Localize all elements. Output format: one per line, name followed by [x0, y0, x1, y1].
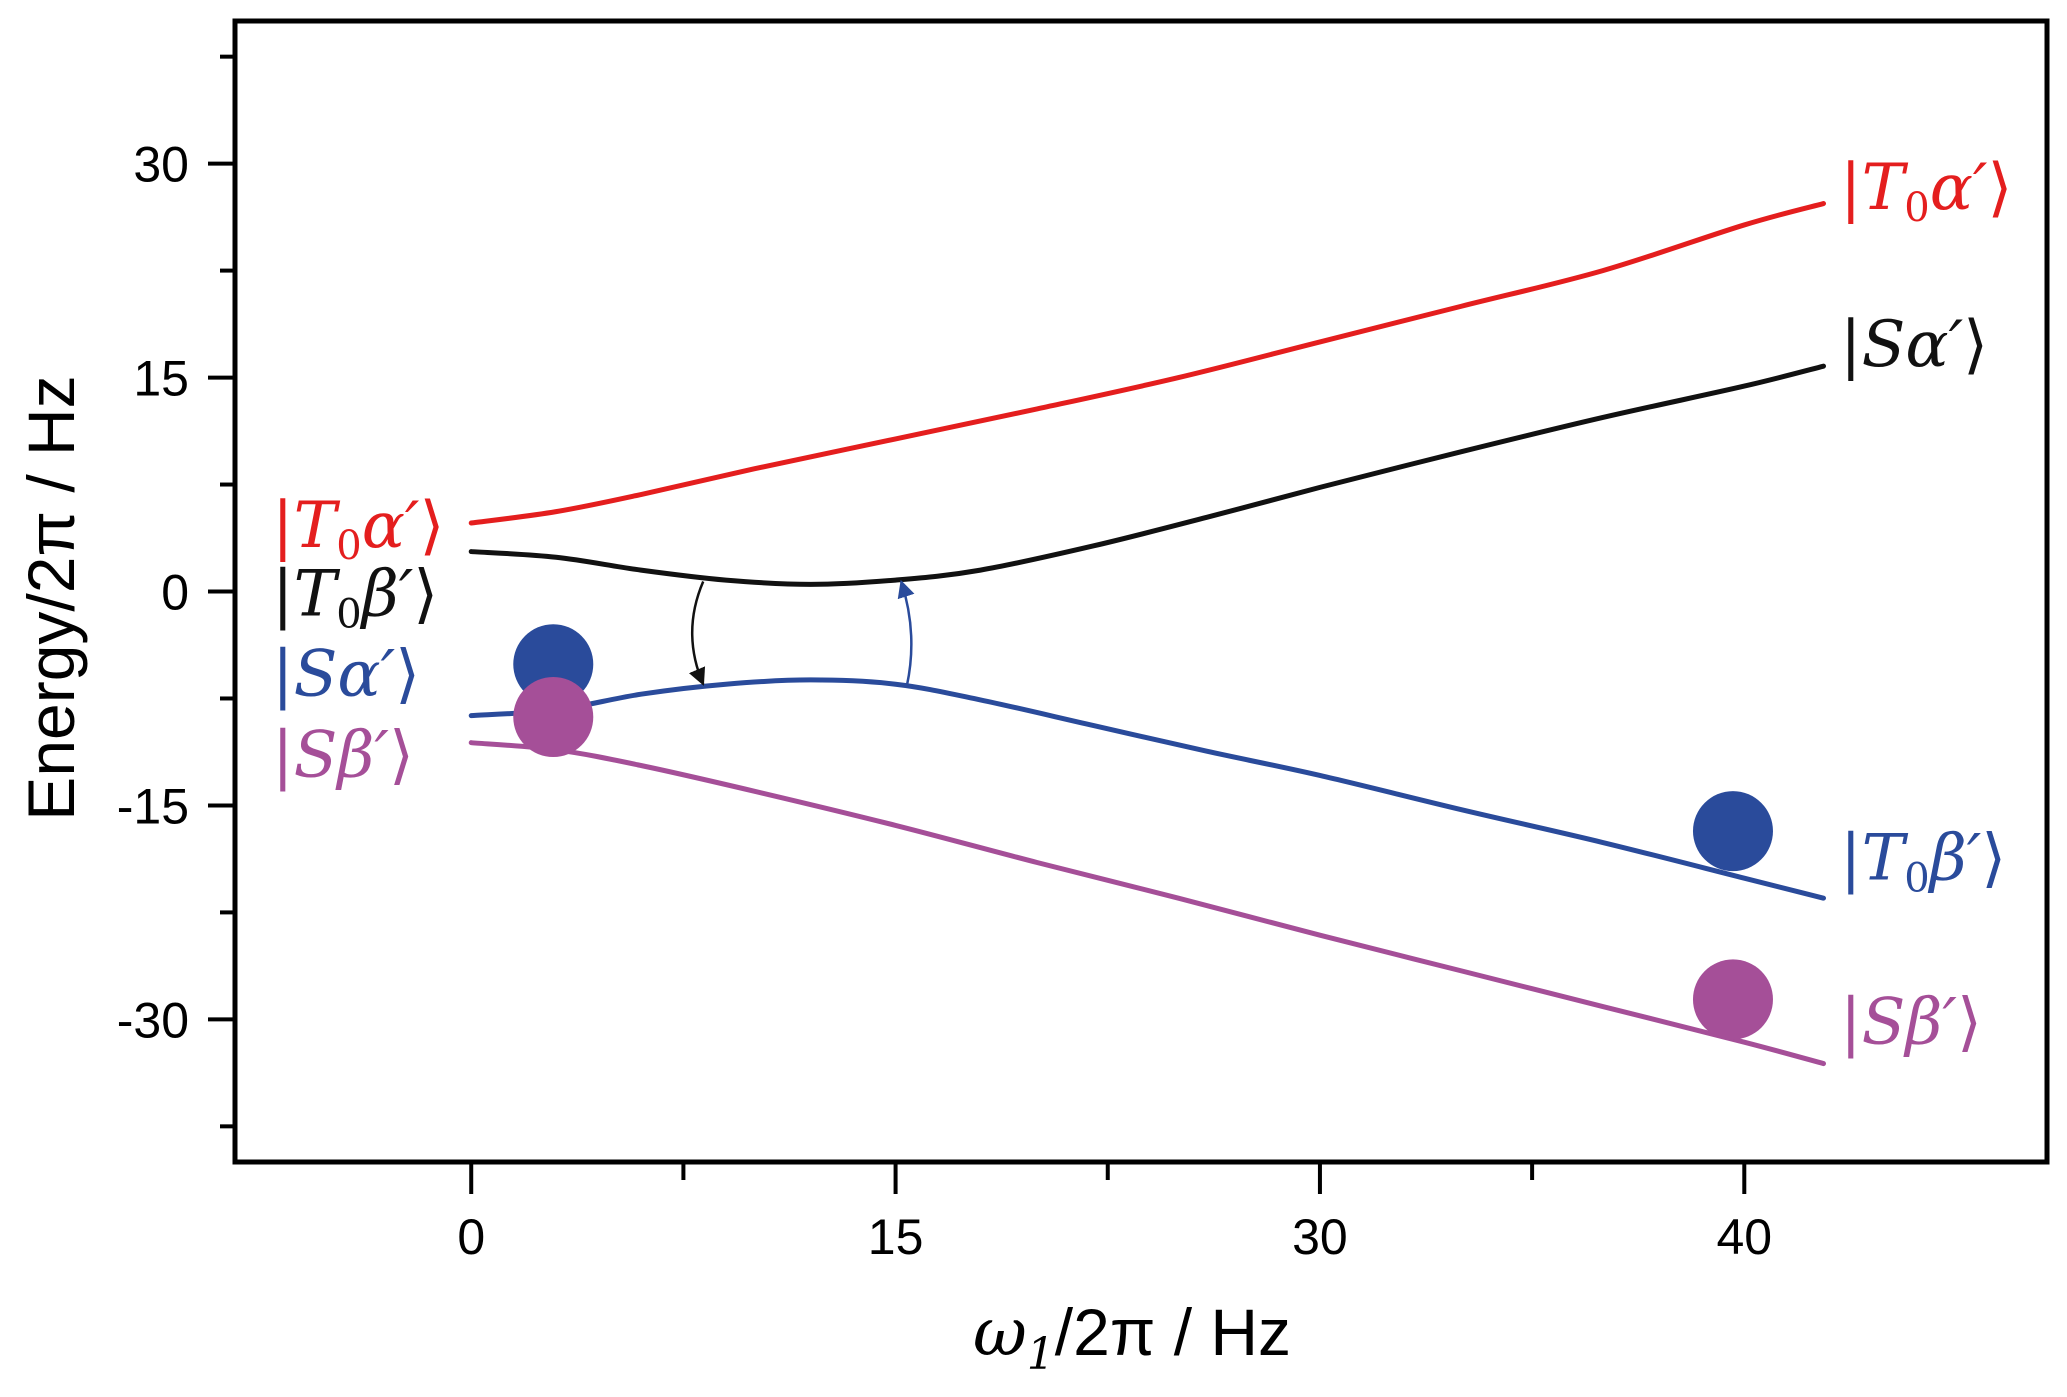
label-right-Salpha: |Sα′⟩ — [1840, 308, 1988, 382]
label-left-Salpha: |Sα′⟩ — [272, 637, 420, 711]
series-line-Sbeta — [468, 740, 1827, 1067]
label-left-Sbeta: |Sβ′⟩ — [272, 719, 414, 793]
label-left-T0alpha: |T0α′⟩ — [272, 489, 444, 569]
series-layer — [468, 201, 1827, 1067]
marker-layer — [513, 624, 1773, 1040]
marker-purple-population-end — [1692, 959, 1773, 1040]
label-left-T0beta: |T0β′⟩ — [272, 558, 438, 638]
y-axis-title: Energy/2π / Hz — [14, 375, 88, 820]
y-tick-label: 0 — [161, 565, 189, 621]
x-tick-label: 30 — [1292, 1209, 1348, 1265]
x-axis-title: ω1/2π / Hz — [973, 1294, 1291, 1380]
label-right-T0beta: |T0β′⟩ — [1840, 821, 2006, 901]
y-tick-label: 30 — [133, 137, 189, 193]
x-tick-label: 15 — [868, 1209, 924, 1265]
x-axis-ticks: 0 15 30 40 — [457, 1162, 1772, 1265]
y-tick-label: 15 — [133, 351, 189, 407]
marker-purple-population-start — [513, 677, 594, 758]
y-tick-label: -30 — [117, 992, 189, 1048]
plot-frame — [232, 18, 2050, 1165]
y-tick-label: -15 — [117, 778, 189, 834]
series-line-T0alpha — [468, 201, 1827, 526]
arrow-layer — [688, 579, 915, 686]
x-tick-label: 0 — [457, 1209, 485, 1265]
state-labels: |T0α′⟩|T0β′⟩|Sα′⟩|Sβ′⟩|T0α′⟩|Sα′⟩|T0β′⟩|… — [272, 151, 2012, 1059]
y-axis-ticks: 30 15 0 -15 -30 — [117, 54, 235, 1129]
series-line-T0beta-to-Salpha — [468, 363, 1827, 587]
transfer-down-arrow — [688, 581, 706, 686]
series-line-Salpha-to-T0beta — [468, 677, 1827, 901]
label-right-Sbeta: |Sβ′⟩ — [1840, 985, 1982, 1059]
transfer-up-arrow — [897, 579, 915, 686]
marker-blue-population-end — [1692, 791, 1773, 872]
label-right-T0alpha: |T0α′⟩ — [1840, 151, 2012, 231]
x-tick-label: 40 — [1716, 1209, 1772, 1265]
